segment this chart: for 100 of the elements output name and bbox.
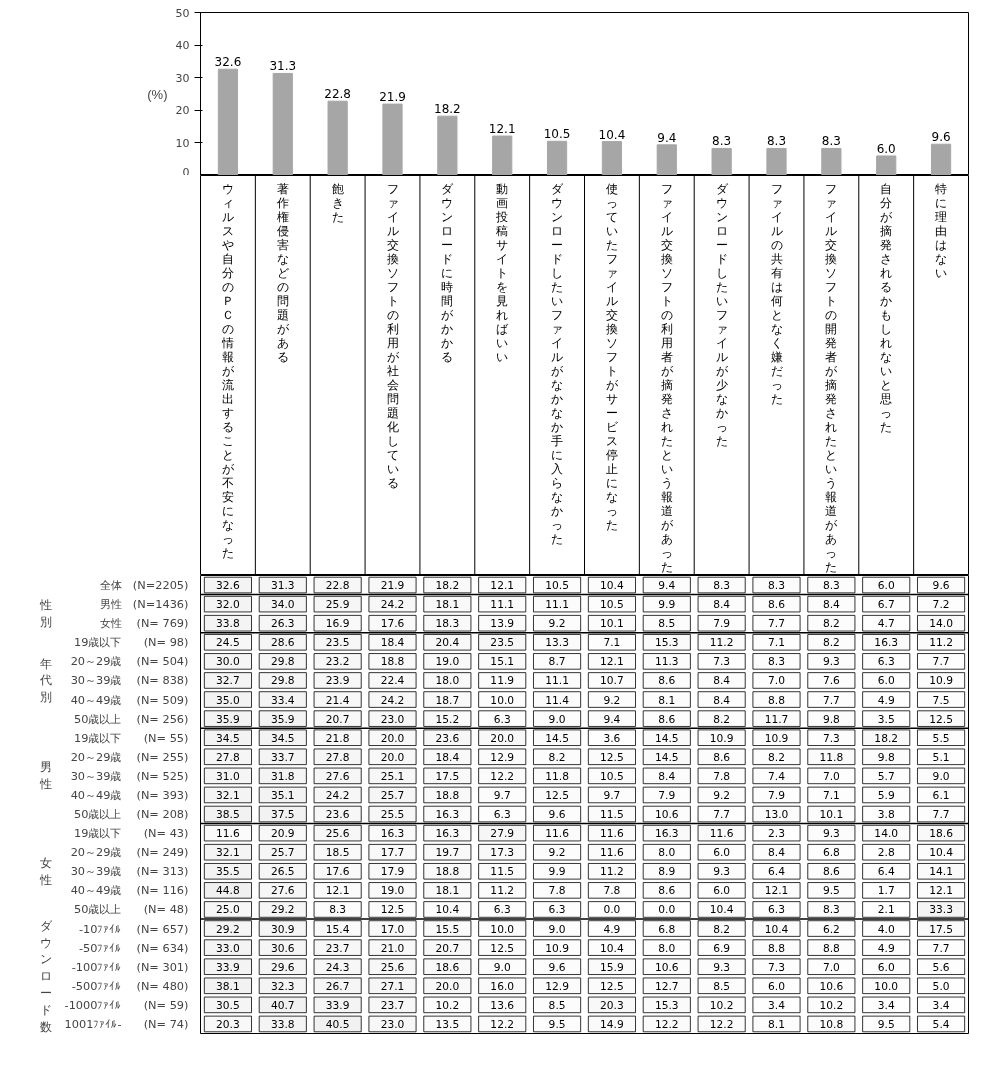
data-label: 20.4	[435, 636, 460, 650]
data-label: 25.0	[216, 903, 241, 917]
data-label: 7.2	[932, 598, 950, 612]
data-label: 40.5	[325, 1017, 350, 1031]
data-label: 3.4	[932, 998, 950, 1012]
data-label: 13.9	[490, 617, 515, 631]
data-label: 16.3	[874, 636, 899, 650]
data-label: 17.0	[380, 922, 405, 936]
data-label: 11.5	[600, 808, 624, 822]
data-label: 16.3	[380, 827, 405, 841]
data-label: 11.4	[545, 693, 570, 707]
data-label: 9.7	[493, 788, 511, 802]
data-label: 14.5	[545, 731, 569, 745]
y-tick-label: 40～49歳	[70, 883, 122, 898]
y2-tick-label: (N= 116)	[136, 883, 189, 898]
data-label: 23.9	[325, 674, 350, 688]
data-label: 18.1	[435, 598, 460, 612]
data-label: 27.8	[325, 750, 350, 764]
data-label: 21.8	[325, 731, 350, 745]
data-label: 0.0	[658, 903, 676, 917]
data-label: 35.5	[216, 865, 240, 879]
data-label: 38.5	[216, 808, 240, 822]
data-label: 18.5	[325, 846, 350, 860]
data-label: 4.7	[877, 617, 895, 631]
y2-tick-label: (N= 43)	[143, 826, 189, 841]
data-label: 28.6	[270, 636, 295, 650]
data-label: 8.3	[768, 579, 785, 593]
data-label: 25.6	[325, 827, 350, 841]
data-label: 25.6	[380, 960, 405, 974]
data-label: 10.6	[819, 979, 844, 993]
data-label: 7.9	[658, 788, 676, 802]
data-label: 14.5	[654, 750, 679, 764]
data-label: 7.1	[822, 788, 840, 802]
data-label: 12.2	[490, 769, 515, 783]
data-label: 18.1	[435, 884, 460, 898]
data-label: 6.0	[877, 674, 895, 688]
y-tick-label: 1001ﾌｧｲﾙ-	[64, 1016, 122, 1031]
data-label: 11.1	[545, 674, 569, 688]
data-label: 23.5	[490, 636, 515, 650]
data-label: 16.0	[490, 979, 515, 993]
data-label: 8.5	[713, 979, 731, 993]
y-tick-label: 20	[175, 104, 190, 118]
data-label: 26.5	[270, 865, 295, 879]
data-label: 7.6	[822, 674, 841, 688]
data-label: 18.2	[874, 731, 899, 745]
data-label: 35.0	[216, 693, 241, 707]
data-label: 10.4	[435, 903, 460, 917]
y-tick-label: 男性	[99, 597, 122, 612]
data-label: 8.3	[329, 903, 347, 917]
data-label: 12.5	[490, 941, 515, 955]
data-label: 8.8	[768, 693, 786, 707]
data-label: 29.8	[270, 674, 295, 688]
y2-tick-label: (N= 208)	[136, 807, 189, 822]
data-label: 15.4	[325, 922, 350, 936]
text: 女性	[38, 855, 52, 887]
data-label: 12.1	[929, 884, 953, 898]
data-label: 2.1	[877, 903, 895, 917]
data-label: 7.0	[768, 674, 786, 688]
data-label: 11.6	[545, 827, 570, 841]
y-tick-label: 女性	[99, 616, 122, 631]
y-tick-label: -10ﾌｧｲﾙ	[79, 921, 122, 936]
data-label: 33.9	[216, 960, 241, 974]
data-label: 8.5	[658, 617, 676, 631]
data-label: 13.0	[764, 808, 789, 822]
data-label: 31.3	[269, 59, 297, 74]
data-label: 6.0	[768, 979, 786, 993]
data-label: 2.8	[877, 846, 895, 860]
data-label: 20.0	[380, 750, 405, 764]
data-label: 8.2	[713, 712, 731, 726]
data-label: 22.8	[324, 87, 351, 102]
data-label: 18.8	[380, 655, 405, 669]
data-label: 8.3	[768, 655, 785, 669]
data-label: 12.1	[488, 122, 516, 137]
x-tick-label: 飽きた	[331, 181, 344, 224]
y2-tick-label: (N= 525)	[136, 768, 189, 783]
y2-tick-label: (N= 838)	[136, 673, 189, 688]
data-label: 9.0	[548, 922, 566, 936]
data-label: 31.8	[270, 769, 295, 783]
data-label: 18.4	[380, 636, 405, 650]
data-label: 7.9	[768, 788, 786, 802]
data-label: 33.9	[325, 998, 350, 1012]
data-label: 25.7	[270, 846, 295, 860]
data-label: 13.6	[490, 998, 515, 1012]
y-tick-label: 全体	[99, 578, 122, 593]
data-label: 19.0	[380, 884, 405, 898]
data-label: 23.0	[380, 1017, 405, 1031]
data-label: 24.2	[380, 693, 405, 707]
data-label: 11.8	[819, 750, 844, 764]
data-label: 10.4	[764, 922, 789, 936]
bar	[272, 72, 293, 175]
data-label: 18.3	[435, 617, 460, 631]
bar	[930, 143, 952, 175]
data-label: 33.8	[270, 1017, 295, 1031]
data-label: 10.0	[490, 922, 515, 936]
data-label: 44.8	[216, 884, 241, 898]
data-label: 21.0	[380, 941, 405, 955]
data-label: 5.7	[877, 769, 895, 783]
y-tick-label: 40～49歳	[70, 692, 122, 707]
data-label: 32.1	[216, 846, 240, 860]
bar	[492, 135, 513, 175]
